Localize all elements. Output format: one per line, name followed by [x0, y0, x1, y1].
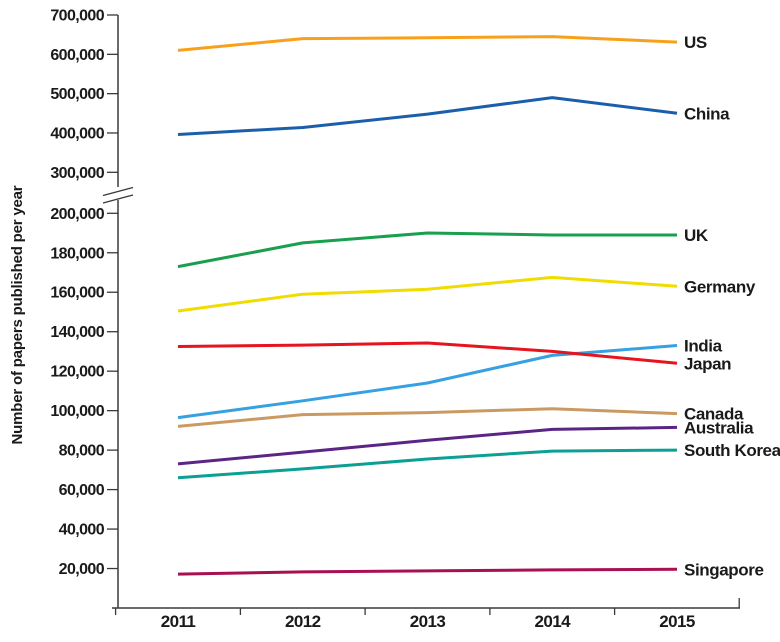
y-tick-label: 100,000	[50, 403, 104, 420]
series-lines	[177, 35, 678, 576]
series-label-singapore: Singapore	[684, 560, 764, 579]
series-line-india	[177, 344, 678, 420]
series-line-china	[177, 96, 678, 136]
y-tick-label: 80,000	[59, 443, 105, 460]
series-line-japan	[177, 341, 678, 365]
axes: 700,000 600,000 500,000 400,000 300,000 200,0…	[50, 8, 740, 631]
series-line-canada	[177, 407, 678, 428]
series-label-south-korea: South Korea	[684, 441, 780, 460]
series-line-us	[177, 35, 678, 52]
series-label-china: China	[684, 104, 730, 123]
series-label-australia: Australia	[684, 418, 754, 437]
y-tick-label: 400,000	[50, 125, 104, 142]
axis-break-slash	[102, 194, 134, 204]
series-label-germany: Germany	[684, 277, 756, 296]
y-tick-label: 40,000	[59, 522, 105, 539]
series-line-germany	[177, 275, 678, 313]
y-tick-label: 60,000	[59, 482, 105, 499]
y-tick-label: 700,000	[50, 8, 104, 25]
series-label-uk: UK	[684, 226, 709, 245]
series-label-india: India	[684, 337, 723, 356]
x-tick-label: 2015	[659, 612, 695, 631]
y-tick-label: 180,000	[50, 245, 104, 262]
x-tick-label: 2012	[285, 612, 321, 631]
y-tick-label: 20,000	[59, 561, 105, 578]
x-tick-label: 2011	[161, 612, 196, 631]
y-tick-label: 500,000	[50, 86, 104, 103]
y-tick-label: 300,000	[50, 165, 104, 182]
y-tick-label: 140,000	[50, 324, 104, 341]
series-label-us: US	[684, 33, 707, 52]
axis-break-slash	[102, 186, 134, 197]
y-tick-label: 200,000	[50, 206, 104, 223]
series-label-canada: Canada	[684, 405, 744, 424]
series-line-singapore	[177, 567, 678, 576]
y-tick-label: 600,000	[50, 47, 104, 64]
series-line-south-korea	[177, 448, 678, 480]
y-tick-label: 120,000	[50, 364, 104, 381]
y-tick-label: 160,000	[50, 285, 104, 302]
x-tick-label: 2013	[410, 612, 446, 631]
y-axis-title: Number of papers published per year	[9, 185, 26, 444]
series-label-japan: Japan	[684, 354, 731, 373]
series-line-australia	[177, 425, 678, 466]
x-tick-label: 2014	[535, 612, 572, 631]
series-line-uk	[177, 231, 677, 269]
